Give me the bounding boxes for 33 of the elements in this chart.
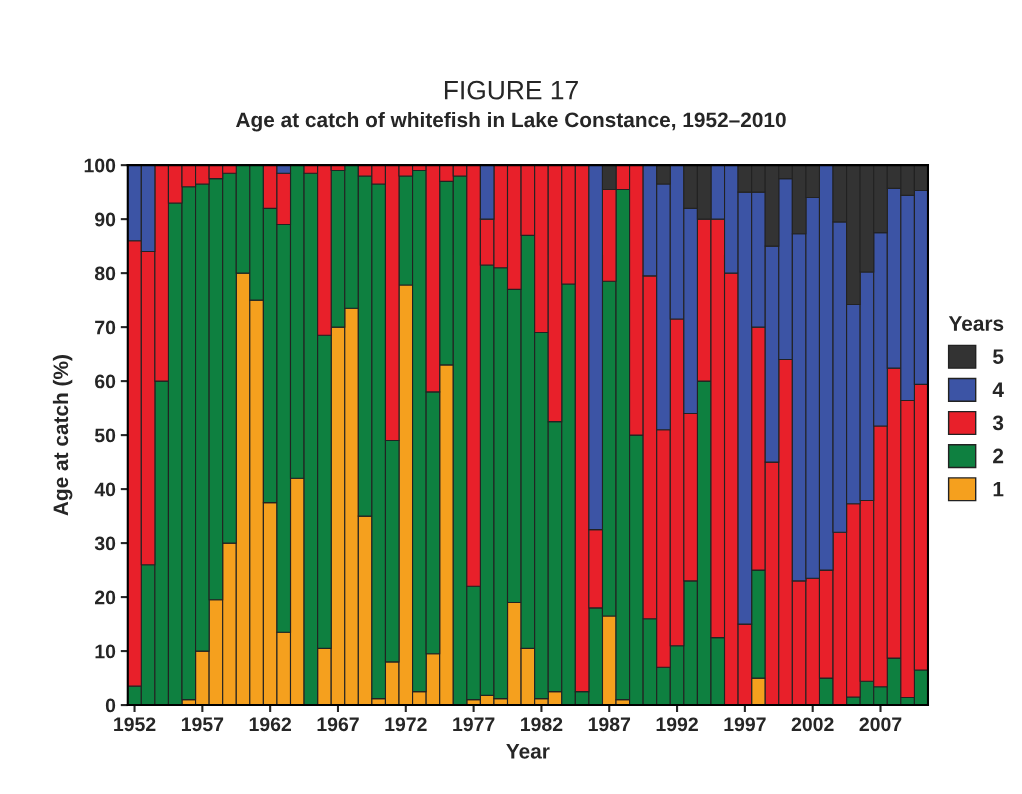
y-tick-label: 0 — [105, 698, 116, 713]
x-tick-label: 1992 — [656, 717, 698, 732]
x-tick-label: 1952 — [114, 717, 156, 732]
chart-title: FIGURE 17 — [444, 80, 578, 100]
x-tick-label: 1967 — [317, 717, 359, 732]
legend-label: 1 — [993, 481, 1004, 497]
y-axis-title: Age at catch (%) — [52, 355, 73, 516]
x-tick-label: 1957 — [181, 717, 224, 732]
x-tick-label: 1977 — [453, 717, 495, 732]
x-tick-label: 1997 — [724, 717, 766, 732]
y-tick-label: 50 — [94, 428, 116, 443]
legend-label: 5 — [993, 349, 1004, 364]
y-tick-label: 30 — [94, 536, 116, 551]
y-tick-label: 80 — [94, 266, 116, 281]
legend-label: 3 — [992, 415, 1004, 431]
chart-subtitle: Age at catch of whitefish in Lake Constance, 1952–2010 — [235, 111, 786, 132]
y-tick-label: 90 — [94, 212, 116, 227]
x-tick-label: 2007 — [859, 717, 902, 732]
y-tick-label: 70 — [95, 320, 116, 335]
x-tick-label: 1962 — [249, 717, 292, 732]
x-tick-label: 2002 — [791, 717, 834, 732]
legend-label: 2 — [993, 448, 1004, 464]
legend-title: Years — [948, 316, 1004, 331]
y-tick-label: 20 — [94, 590, 116, 605]
x-tick-label: 1972 — [385, 717, 427, 732]
y-tick-label: 40 — [94, 482, 116, 497]
y-tick-label: 60 — [95, 374, 116, 389]
x-tick-label: 1987 — [588, 717, 631, 732]
y-tick-label: 100 — [84, 158, 116, 173]
x-axis-title: Year — [506, 744, 550, 759]
y-tick-label: 10 — [95, 644, 116, 659]
x-tick-label: 1982 — [521, 717, 563, 732]
legend-label: 4 — [992, 382, 1004, 397]
